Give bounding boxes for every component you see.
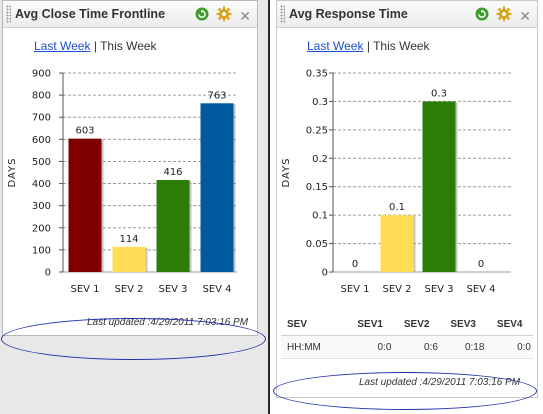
data-label: 603 xyxy=(75,126,94,137)
close-time-bar-chart: 0 100 200 300 400 500 600 700 800 900 DAYS 603 SEV 1… xyxy=(7,69,237,295)
avg-close-time-panel: Avg Close Time Frontline ✕ Last Week | T… xyxy=(2,0,258,336)
table-header-cell: SEV1 xyxy=(346,313,394,336)
x-tick-label: SEV 3 xyxy=(424,284,453,295)
bar xyxy=(422,101,456,272)
y-tick-label: 0.25 xyxy=(306,125,328,136)
table-cell: 0:6 xyxy=(393,335,440,359)
x-tick-label: SEV 1 xyxy=(70,284,99,295)
sev-summary-table: SEV SEV1 SEV2 SEV3 SEV4 HH:MM 0:0 0:6 0:… xyxy=(281,313,533,359)
y-tick-label: 800 xyxy=(32,91,51,102)
bar xyxy=(380,215,414,272)
response-time-bar-chart: 0 0.05 0.1 0.15 0.2 0.25 0.3 0.35 DAYS 0 SEV 1 0.1 S… xyxy=(281,69,511,295)
x-tick-label: SEV 1 xyxy=(340,284,369,295)
y-tick-label: 600 xyxy=(32,135,51,146)
table-header-cell: SEV4 xyxy=(486,313,533,336)
y-axis-label: DAYS xyxy=(7,157,18,187)
y-tick-label: 0.3 xyxy=(312,97,328,108)
y-tick-label: 0.35 xyxy=(306,69,328,80)
tab-this-week[interactable]: This Week xyxy=(100,39,157,53)
last-updated-text: Last updated :4/29/2011 7:03:16 PM xyxy=(87,317,249,328)
close-icon[interactable]: ✕ xyxy=(239,7,251,24)
drag-handle[interactable] xyxy=(280,5,285,23)
refresh-icon[interactable] xyxy=(195,7,209,24)
data-label: 0.1 xyxy=(389,202,405,213)
week-tabs: Last Week | This Week xyxy=(307,39,430,53)
data-label: 0 xyxy=(478,259,484,270)
x-tick-label: SEV 2 xyxy=(114,284,143,295)
table-cell: 0:0 xyxy=(486,335,533,359)
panel-title: Avg Close Time Frontline xyxy=(15,7,166,21)
y-tick-label: 0.2 xyxy=(312,154,328,165)
y-tick-label: 100 xyxy=(32,245,51,256)
header-icons: ✕ xyxy=(191,6,251,25)
tab-last-week[interactable]: Last Week xyxy=(34,39,91,53)
settings-gear-icon[interactable] xyxy=(496,6,512,25)
bar xyxy=(112,246,146,272)
y-tick-label: 500 xyxy=(32,157,51,168)
y-tick-label: 0 xyxy=(45,268,51,279)
data-label: 416 xyxy=(163,167,182,178)
data-label: 114 xyxy=(119,234,138,245)
table-cell: 0:18 xyxy=(439,335,487,359)
y-axis-label: DAYS xyxy=(281,157,292,187)
last-updated-text: Last updated :4/29/2011 7:03:16 PM xyxy=(359,377,521,388)
table-row: HH:MM 0:0 0:6 0:18 0:0 xyxy=(281,335,533,359)
y-tick-label: 200 xyxy=(32,223,51,234)
x-tick-label: SEV 3 xyxy=(158,284,187,295)
table-cell: 0:0 xyxy=(346,335,394,359)
y-tick-label: 700 xyxy=(32,113,51,124)
tab-this-week[interactable]: This Week xyxy=(373,39,430,53)
tab-last-week[interactable]: Last Week xyxy=(307,39,364,53)
x-tick-label: SEV 2 xyxy=(382,284,411,295)
y-tick-label: 400 xyxy=(32,179,51,190)
avg-response-time-panel: Avg Response Time ✕ Last Week | This Wee… xyxy=(276,0,538,398)
tab-separator: | xyxy=(366,39,370,53)
settings-gear-icon[interactable] xyxy=(216,6,232,25)
x-tick-label: SEV 4 xyxy=(466,284,495,295)
y-tick-label: 300 xyxy=(32,201,51,212)
bar xyxy=(156,180,190,272)
table-cell: HH:MM xyxy=(281,335,347,359)
bar xyxy=(200,103,234,272)
y-tick-label: 0.05 xyxy=(306,239,328,250)
table-header-cell: SEV xyxy=(281,313,347,336)
bar xyxy=(68,138,102,272)
week-tabs: Last Week | This Week xyxy=(34,39,157,53)
header-icons: ✕ xyxy=(471,6,531,25)
tab-separator: | xyxy=(93,39,97,53)
table-header-cell: SEV3 xyxy=(439,313,487,336)
y-tick-label: 0.15 xyxy=(306,182,328,193)
data-label: 0.3 xyxy=(431,88,447,99)
data-label: 0 xyxy=(352,259,358,270)
panel-header: Avg Response Time ✕ xyxy=(277,1,537,28)
panel-header: Avg Close Time Frontline ✕ xyxy=(3,1,257,28)
refresh-icon[interactable] xyxy=(475,7,489,24)
y-tick-label: 0.1 xyxy=(312,211,328,222)
panel-title: Avg Response Time xyxy=(289,7,408,21)
y-tick-label: 900 xyxy=(32,69,51,80)
y-tick-label: 0 xyxy=(322,268,328,279)
close-icon[interactable]: ✕ xyxy=(519,7,531,24)
column-divider xyxy=(268,0,270,414)
x-tick-label: SEV 4 xyxy=(202,284,231,295)
drag-handle[interactable] xyxy=(6,5,11,23)
data-label: 763 xyxy=(207,90,226,101)
table-header-row: SEV SEV1 SEV2 SEV3 SEV4 xyxy=(281,313,533,336)
table-header-cell: SEV2 xyxy=(393,313,440,336)
